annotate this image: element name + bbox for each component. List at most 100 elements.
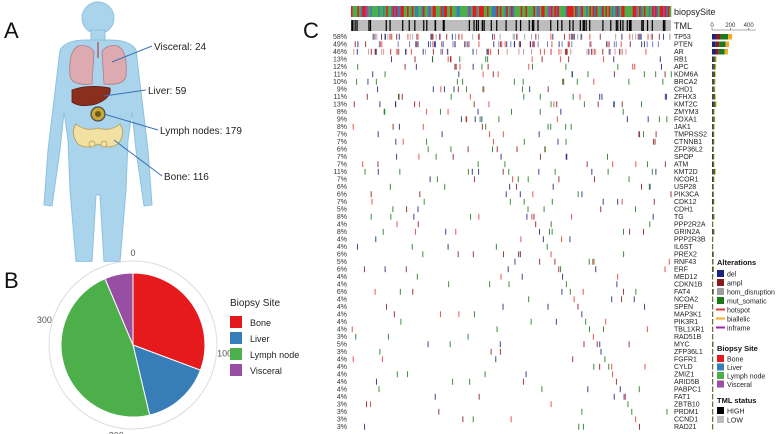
biopsy-site-cell bbox=[424, 6, 427, 17]
gene-percentage: 10% bbox=[333, 79, 347, 86]
alteration-mark bbox=[453, 86, 455, 93]
tml-high-mark bbox=[385, 20, 387, 31]
alteration-mark bbox=[590, 41, 592, 48]
gene-percentage: 4% bbox=[337, 304, 347, 311]
alteration-mark bbox=[577, 33, 579, 40]
alteration-mark bbox=[623, 251, 625, 258]
gene-percentage: 3% bbox=[337, 349, 347, 356]
alteration-mark bbox=[399, 168, 401, 175]
tml-legend-swatch bbox=[717, 416, 724, 423]
tml-high-mark bbox=[389, 20, 391, 31]
alteration-mark bbox=[435, 153, 437, 160]
gene-label: FGFR1 bbox=[674, 357, 697, 364]
alteration-mark bbox=[621, 198, 623, 205]
alteration-mark bbox=[472, 416, 474, 423]
biopsy-site-cell bbox=[587, 6, 590, 17]
gene-label: CCND1 bbox=[674, 417, 698, 424]
tml-high-mark bbox=[585, 20, 587, 31]
biopsy-site-cell bbox=[397, 6, 400, 17]
biopsy-site-cell bbox=[411, 6, 414, 17]
alteration-mark bbox=[472, 63, 474, 70]
tml-high-mark bbox=[477, 20, 479, 31]
alteration-mark bbox=[447, 48, 449, 55]
alteration-mark bbox=[664, 71, 666, 78]
gene-label: RAD51B bbox=[674, 334, 702, 341]
alteration-mark bbox=[664, 161, 666, 168]
biopsy-site-cell bbox=[589, 6, 592, 17]
alteration-mark bbox=[430, 41, 432, 48]
biopsy-site-cell bbox=[603, 6, 606, 17]
alteration-mark bbox=[467, 168, 469, 175]
alteration-mark bbox=[379, 41, 381, 48]
biopsy-site-cell bbox=[554, 6, 557, 17]
alteration-mark bbox=[371, 198, 373, 205]
tml-high-mark bbox=[423, 20, 425, 31]
biopsy-site-cell bbox=[632, 6, 635, 17]
biopsy-site-cell bbox=[543, 6, 545, 17]
alteration-mark bbox=[560, 266, 562, 273]
alterations-legend: Alterations del ampl hom_disruption mut_soma… bbox=[716, 258, 775, 333]
biopsy-site-cell bbox=[429, 6, 432, 17]
gene-percentage: 4% bbox=[337, 274, 347, 281]
biopsy-site-cell bbox=[575, 6, 577, 17]
alteration-mark bbox=[390, 213, 392, 220]
alteration-mark bbox=[645, 48, 647, 55]
biopsy-site-cell bbox=[539, 6, 542, 17]
biopsy-site-cell bbox=[560, 6, 563, 17]
pie-tick-label: 300 bbox=[37, 315, 52, 325]
biopsy-site-cell bbox=[426, 6, 429, 17]
alteration-mark bbox=[523, 93, 525, 100]
gene-bar-segment bbox=[712, 101, 713, 107]
biopsy-site-cell bbox=[639, 6, 641, 17]
pie-tick-label: 100 bbox=[217, 348, 232, 358]
alteration-mark bbox=[456, 78, 458, 85]
alteration-mark bbox=[458, 311, 460, 318]
biopsy-site-cell bbox=[581, 6, 584, 17]
biopsy-site-cell bbox=[615, 6, 617, 17]
gene-bar-segment bbox=[712, 356, 714, 362]
alteration-mark bbox=[635, 161, 637, 168]
alteration-mark bbox=[602, 198, 604, 205]
alteration-mark bbox=[599, 93, 601, 100]
alteration-mark bbox=[376, 33, 378, 40]
alteration-mark bbox=[670, 191, 672, 198]
gene-bar-segment bbox=[712, 191, 714, 197]
tml-high-mark bbox=[610, 20, 612, 31]
alteration-mark bbox=[539, 258, 541, 265]
gene-bar-segment bbox=[713, 124, 715, 130]
alteration-mark bbox=[628, 341, 630, 348]
alteration-mark bbox=[486, 48, 488, 55]
alteration-mark bbox=[478, 393, 480, 400]
tml-high-mark bbox=[351, 20, 353, 31]
biopsy-site-cell bbox=[415, 6, 417, 17]
gene-bar-axis: 0 200 400 bbox=[710, 23, 756, 31]
biopsy-site-cell bbox=[605, 6, 608, 17]
alteration-mark bbox=[465, 41, 467, 48]
alteration-mark bbox=[515, 183, 517, 190]
gene-bar-segment bbox=[713, 154, 714, 160]
biopsy-site-cell bbox=[559, 6, 561, 17]
alteration-mark bbox=[611, 363, 613, 370]
alteration-mark bbox=[422, 48, 424, 55]
alteration-mark bbox=[666, 408, 668, 415]
biopsy-site-cell bbox=[584, 6, 587, 17]
biopsy-site-cell bbox=[352, 6, 355, 17]
alteration-mark bbox=[579, 93, 581, 100]
biopsy-site-cell bbox=[363, 6, 366, 17]
alteration-mark bbox=[492, 71, 494, 78]
biopsy-site-cell bbox=[445, 6, 448, 17]
alteration-mark bbox=[405, 266, 407, 273]
alteration-mark bbox=[569, 288, 571, 295]
biopsy-site-cell bbox=[487, 6, 489, 17]
alteration-mark bbox=[635, 416, 637, 423]
alteration-mark bbox=[614, 48, 616, 55]
alteration-mark bbox=[357, 41, 359, 48]
biopsy-site-cell bbox=[400, 6, 403, 17]
pie-legend-label: Liver bbox=[250, 334, 270, 344]
alteration-mark bbox=[509, 198, 511, 205]
alteration-mark bbox=[547, 123, 549, 130]
biopsy-site-cell bbox=[592, 6, 595, 17]
alteration-mark bbox=[668, 258, 670, 265]
alteration-mark bbox=[613, 41, 615, 48]
